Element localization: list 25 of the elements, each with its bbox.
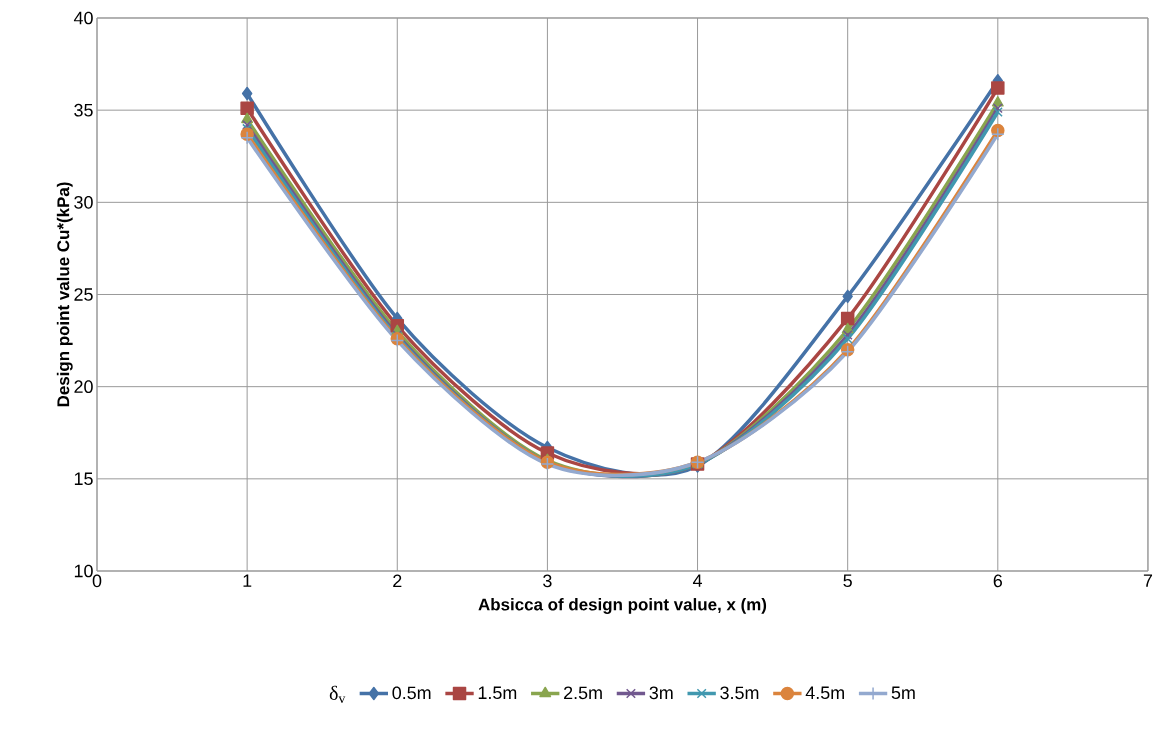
x-tick-label: 3 <box>543 574 552 588</box>
x-tick-label: 0 <box>92 574 102 588</box>
legend-label: 0.5m <box>392 686 431 700</box>
legend-label: 5m <box>891 686 915 700</box>
y-tick-label: 15 <box>74 472 93 486</box>
y-tick-label: 10 <box>74 564 93 578</box>
y-axis-title: Design point value Cu*(kPa) <box>56 182 73 407</box>
x-tick-label: 4 <box>692 574 703 587</box>
legend-title: δ$_{v}$ <box>329 685 346 703</box>
x-tick-label: 7 <box>1143 574 1153 587</box>
legend-label: 1.5m <box>478 686 517 700</box>
y-tick-label: 20 <box>74 380 93 394</box>
x-tick-label: 6 <box>993 574 1003 588</box>
y-tick-label: 35 <box>74 103 93 117</box>
x-tick-label: 1 <box>243 574 252 587</box>
y-tick-label: 25 <box>74 288 93 301</box>
legend-label: 3.5m <box>720 686 759 700</box>
y-tick-label: 30 <box>74 195 93 209</box>
legend-label: 3m <box>649 686 673 700</box>
x-axis-title: Absicca of design point value, x (m) <box>478 598 767 614</box>
x-tick-label: 2 <box>393 574 402 588</box>
legend-label: 2.5m <box>564 686 602 700</box>
legend-label: 4.5m <box>805 686 844 700</box>
y-tick-label: 40 <box>73 11 93 25</box>
x-tick-label: 5 <box>843 574 852 588</box>
